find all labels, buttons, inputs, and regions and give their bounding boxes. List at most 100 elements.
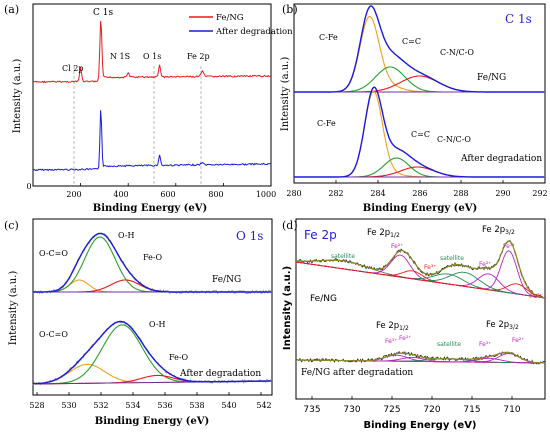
cls-bottom-envelope — [294, 86, 544, 178]
fe2-label-top-1: Fe²⁺ — [391, 243, 403, 250]
panel-b: (b) C 1s 280 282 284 286 288 290 292 Bin… — [280, 3, 548, 214]
cls-top-component-c-fe — [294, 15, 544, 93]
panel-b-tick-292: 292 — [532, 189, 547, 198]
satellite-label-1: satellite — [331, 253, 355, 260]
panel-d-xlabel: Binding Energy (eV) — [364, 420, 477, 431]
o-c-o-label-bottom: O-C=O — [39, 330, 68, 339]
c-n-label-bottom: C-N/C-O — [437, 135, 471, 144]
o1s-annotation: O 1s — [143, 52, 161, 61]
fe3-label-top-3: Fe³⁺ — [530, 293, 542, 300]
panel-d-label: (d) — [282, 219, 298, 232]
survey-series-fe-ng — [32, 21, 272, 84]
survey-series-after-degradation — [32, 110, 272, 172]
panel-d-tick-730: 730 — [343, 405, 360, 415]
c-c-label-bottom: C=C — [411, 130, 430, 139]
fe2p-top-fit-fe2-12 — [295, 254, 545, 299]
sample-label-d-top: Fe/NG — [310, 294, 337, 304]
satellite-label-3: satellite — [437, 341, 461, 348]
c-fe-label-top: C-Fe — [319, 33, 338, 42]
panel-b-tick-290: 290 — [495, 189, 510, 198]
cls-bottom-component-c-n — [294, 166, 544, 178]
panel-d-tick-710: 710 — [503, 405, 520, 415]
panel-c-ylabel: Intensity (a.u.) — [8, 271, 19, 346]
fe2-label-bottom-2: Fe²⁺ — [512, 337, 524, 344]
panel-b-label: (b) — [282, 3, 298, 16]
cl2p-annotation: Cl 2p — [62, 64, 83, 73]
panel-a-tick-0: 0 — [26, 182, 31, 191]
fe2-label-bottom-1: Fe²⁺ — [399, 335, 411, 342]
panel-d: (d) Fe 2p 735 730 725 720 715 710 Bindin… — [282, 218, 546, 431]
panel-c-tick-528: 528 — [29, 401, 44, 410]
panel-a: (a) 0 200 400 600 800 1000 Binding Energ… — [4, 3, 293, 214]
panel-c-frame — [32, 218, 273, 396]
panel-c-tick-532: 532 — [93, 401, 108, 410]
fe3-label-bottom-1: Fe³⁺ — [385, 338, 397, 345]
cls-top-component-c-n — [294, 75, 544, 93]
legend-label-after-degradation: After degradation — [215, 27, 293, 37]
panel-a-ylabel: Intensity (a.u.) — [12, 59, 23, 134]
o1s-top-envelope — [33, 232, 271, 293]
panel-b-tick-282: 282 — [328, 189, 343, 198]
fe2p-annotation: Fe 2p — [187, 52, 210, 61]
fe3-label-top-1: Fe³⁺ — [424, 264, 436, 271]
fe-2p32-label-bottom: Fe 2p3/2 — [486, 320, 519, 331]
o-h-label-bottom: O-H — [149, 320, 166, 329]
panel-c-label: (c) — [4, 219, 19, 232]
panel-d-tick-725: 725 — [383, 405, 400, 415]
sample-label-c-bottom: After degradation — [179, 369, 261, 379]
o-c-o-label-top: O-C=O — [39, 249, 68, 258]
panel-d-tick-720: 720 — [423, 405, 440, 415]
panel-c-tick-542: 542 — [256, 401, 271, 410]
sample-label-b-bottom: After degradation — [460, 154, 542, 164]
c-n-label-top: C-N/C-O — [440, 48, 474, 57]
panel-b-xlabel: Binding Energy (eV) — [363, 203, 477, 214]
panel-c-x-ticks — [36, 392, 262, 395]
fe-2p32-label-top: Fe 2p3/2 — [482, 225, 515, 236]
panel-c-tick-540: 540 — [221, 401, 236, 410]
n1s-annotation: N 1S — [110, 52, 130, 61]
panel-b-ylabel: Intensity (a.u.) — [280, 57, 291, 132]
panel-a-xlabel: Binding Energy (eV) — [93, 203, 207, 214]
panel-a-tick-200: 200 — [66, 190, 81, 199]
fe-o-label-top: Fe-O — [143, 253, 163, 262]
panel-d-x-ticks — [311, 396, 513, 399]
panel-b-x-ticks — [293, 180, 546, 183]
panel-c-tick-530: 530 — [61, 401, 76, 410]
panel-d-ylabel: Intensity (a.u.) — [282, 266, 293, 350]
panel-c-tick-538: 538 — [189, 401, 204, 410]
fe-2p12-label-top: Fe 2p1/2 — [367, 228, 400, 239]
c1s-annotation: C 1s — [93, 8, 113, 18]
o-h-label-top: O-H — [118, 231, 135, 240]
panel-a-tick-1000: 1000 — [256, 190, 276, 199]
panel-c-curves — [32, 232, 273, 386]
legend-label-fe-ng: Fe/NG — [216, 13, 244, 23]
panel-d-curves — [295, 239, 545, 365]
fe2p-top-fit-fe3-32b — [295, 261, 545, 299]
panel-b-tick-280: 280 — [286, 189, 301, 198]
panel-b-tick-284: 284 — [370, 189, 385, 198]
o1s-bottom-envelope — [33, 320, 271, 385]
panel-d-tick-735: 735 — [303, 405, 320, 415]
panel-a-tick-400: 400 — [113, 190, 128, 199]
fe-o-label-bottom: Fe-O — [169, 353, 189, 362]
fe3-label-bottom-2: Fe³⁺ — [479, 341, 491, 348]
panel-a-x-ticks — [32, 183, 272, 186]
panel-b-curves — [294, 5, 545, 178]
panel-b-tick-286: 286 — [412, 189, 427, 198]
panel-c: (c) O 1s 528 530 532 534 536 538 540 542… — [4, 218, 273, 427]
fe-2p12-label-bottom: Fe 2p1/2 — [376, 321, 409, 332]
cls-top-envelope — [294, 5, 544, 93]
panel-c-title: O 1s — [236, 229, 263, 243]
c-fe-label-bottom: C-Fe — [317, 119, 336, 128]
panel-c-tick-534: 534 — [125, 401, 140, 410]
panel-b-frame — [293, 3, 546, 184]
fe2p-bottom-envelope — [296, 351, 545, 364]
c-c-label-top: C=C — [402, 37, 421, 46]
panel-a-tick-800: 800 — [208, 190, 223, 199]
fe3-label-top-2: Fe³⁺ — [503, 243, 515, 250]
fe2p-top-envelope — [295, 240, 545, 299]
cls-top-component-c-c — [294, 66, 544, 93]
sample-label-b-top: Fe/NG — [477, 73, 506, 83]
satellite-label-2: satellite — [440, 255, 464, 262]
